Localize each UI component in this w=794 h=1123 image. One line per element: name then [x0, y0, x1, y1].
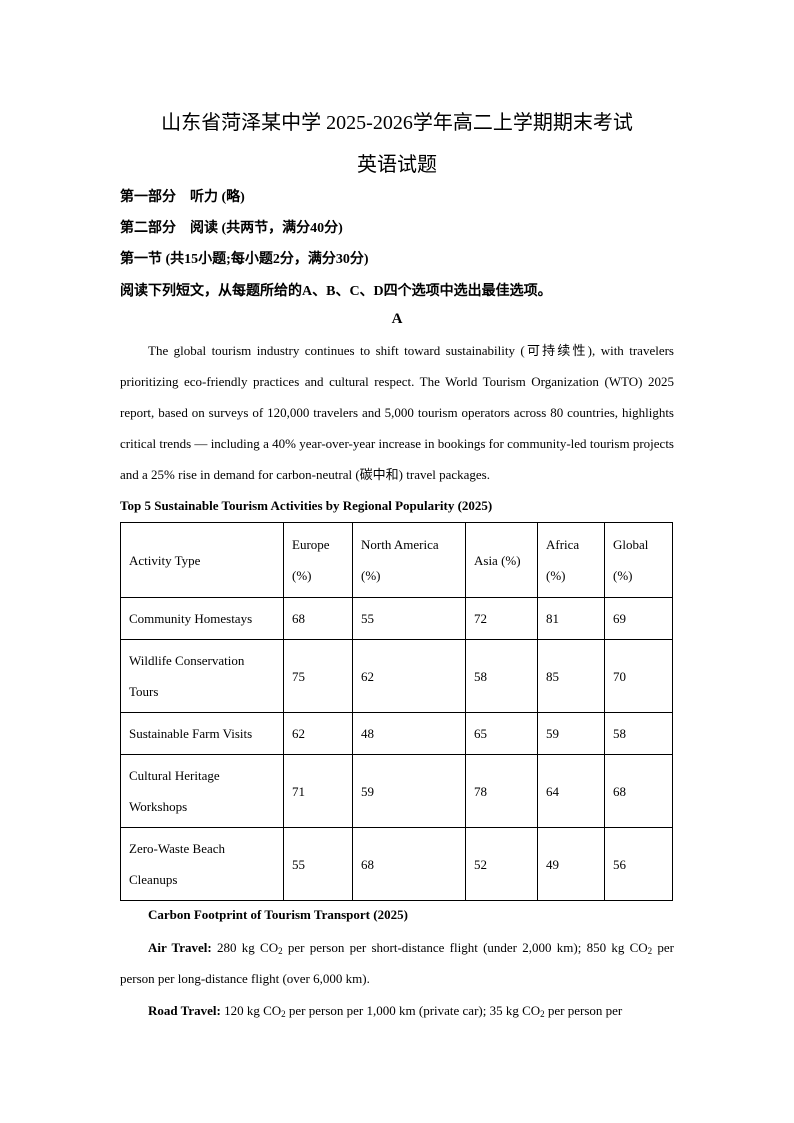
subscript: 2	[278, 946, 283, 956]
table-header-row: Activity Type Europe (%) North America (%)…	[120, 522, 673, 598]
activities-table: Activity Type Europe (%) North America (%)…	[120, 522, 673, 901]
table-row: Sustainable Farm Visits 62 48 65 59 58	[120, 712, 673, 755]
table-cell: 62	[283, 712, 353, 755]
table-cell: 62	[352, 639, 466, 713]
part2-heading: 第二部分 阅读 (共两节，满分40分)	[120, 221, 343, 236]
table-cell: 59	[537, 712, 605, 755]
table-cell: 58	[604, 712, 673, 755]
table-cell: 71	[283, 754, 353, 828]
table-header-cell: Activity Type	[120, 522, 284, 598]
table-cell: 68	[283, 597, 353, 640]
air-label: Air Travel:	[148, 940, 212, 955]
subscript: 2	[647, 946, 653, 956]
table-cell: 81	[537, 597, 605, 640]
carbon-heading: Carbon Footprint of Tourism Transport (2…	[148, 907, 408, 922]
table-row: Wildlife Conservation Tours 75 62 58 85 70	[120, 639, 673, 713]
table-cell: 75	[283, 639, 353, 713]
table-cell: 65	[465, 712, 538, 755]
table-cell: 55	[352, 597, 466, 640]
road-travel-paragraph: Road Travel: 120 kg CO2 per person per 1…	[120, 995, 674, 1026]
table-caption: Top 5 Sustainable Tourism Activities by …	[120, 498, 493, 513]
table-cell: 70	[604, 639, 673, 713]
air-text: 280 kg CO	[217, 940, 279, 955]
table-cell: 64	[537, 754, 605, 828]
table-cell: 58	[465, 639, 538, 713]
table-header-cell: North America (%)	[352, 522, 466, 598]
table-cell: 68	[604, 754, 673, 828]
road-text: per person per	[544, 1003, 623, 1018]
table-row: Community Homestays 68 55 72 81 69	[120, 597, 673, 640]
table-cell: Zero-Waste Beach Cleanups	[120, 827, 284, 901]
table-header-cell: Asia (%)	[465, 522, 538, 598]
table-cell: Community Homestays	[120, 597, 284, 640]
road-text: per person per 1,000 km (private car); 3…	[285, 1003, 541, 1018]
document-title: 山东省菏泽某中学 2025-2026学年高二上学期期末考试	[161, 112, 633, 134]
table-cell: 56	[604, 827, 673, 901]
table-cell: 68	[352, 827, 466, 901]
table-cell: 78	[465, 754, 538, 828]
table-cell: 59	[352, 754, 466, 828]
part1-heading: 第一部分 听力 (略)	[120, 190, 245, 205]
subscript: 2	[540, 1009, 545, 1019]
air-travel-paragraph: Air Travel: 280 kg CO2 per person per sh…	[120, 932, 674, 994]
table-cell: Wildlife Conservation Tours	[120, 639, 284, 713]
table-cell: 85	[537, 639, 605, 713]
passage-paragraph: The global tourism industry continues to…	[120, 343, 674, 482]
table-cell: 49	[537, 827, 605, 901]
passage-label: A	[391, 311, 403, 327]
table-cell: Cultural Heritage Workshops	[120, 754, 284, 828]
air-text: per person per short-distance flight (un…	[282, 940, 648, 955]
subscript: 2	[281, 1009, 286, 1019]
air-text: per person per long-distance flight (ove…	[120, 940, 675, 986]
table-cell: 48	[352, 712, 466, 755]
table-cell: Sustainable Farm Visits	[120, 712, 284, 755]
table-row: Zero-Waste Beach Cleanups 55 68 52 49 56	[120, 827, 673, 901]
document-subtitle: 英语试题	[357, 154, 437, 176]
road-label: Road Travel:	[148, 1003, 221, 1018]
table-cell: 69	[604, 597, 673, 640]
road-text: 120 kg CO	[224, 1003, 282, 1018]
table-header-cell: Europe (%)	[283, 522, 353, 598]
instruction: 阅读下列短文，从每题所给的A、B、C、D四个选项中选出最佳选项。	[120, 284, 552, 299]
table-row: Cultural Heritage Workshops 71 59 78 64 68	[120, 754, 673, 828]
table-cell: 72	[465, 597, 538, 640]
table-header-cell: Global (%)	[604, 522, 673, 598]
table-cell: 55	[283, 827, 353, 901]
table-cell: 52	[465, 827, 538, 901]
table-header-cell: Africa (%)	[537, 522, 605, 598]
section1-heading: 第一节 (共15小题;每小题2分，满分30分)	[120, 252, 369, 267]
